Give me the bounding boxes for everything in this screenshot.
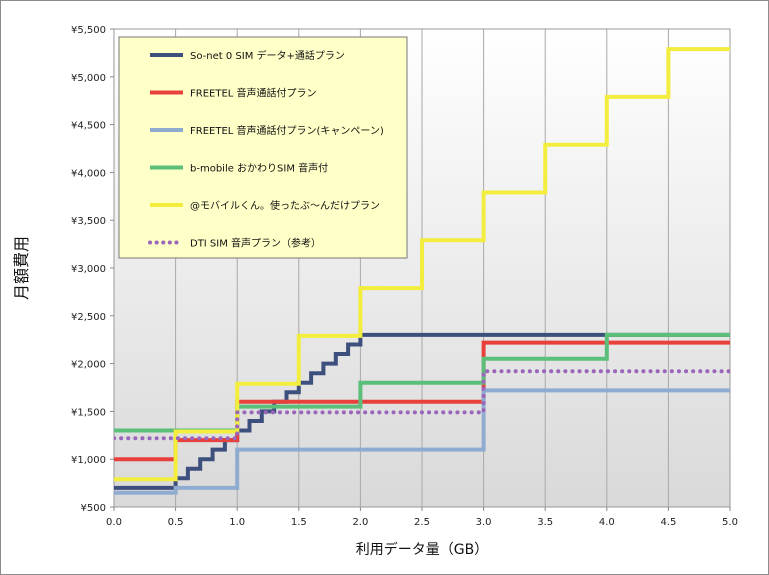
legend-label-3: FREETEL 音声通話付プラン(キャンペーン) [190, 124, 384, 137]
legend-label-6: DTI SIM 音声プラン（参考） [190, 237, 321, 250]
x-tick-label: 5.0 [722, 517, 738, 528]
y-tick-label: ¥2,500 [71, 312, 106, 323]
series-line-6 [114, 369, 730, 441]
x-tick-label: 0.0 [106, 517, 122, 528]
y-tick-label: ¥4,000 [71, 168, 106, 179]
x-tick-label: 4.5 [660, 517, 676, 528]
y-axis-ticks: ¥500 ¥1,000 ¥1,500 ¥2,000 ¥2,500 ¥3,000 ¥3,500… [71, 25, 114, 514]
x-axis-title: 利用データ量（GB） [356, 541, 488, 558]
y-tick-label: ¥5,000 [71, 73, 106, 84]
legend-label-5: @モバイルくん。使ったぶ～んだけプラン [190, 199, 380, 212]
x-axis-ticks: 0.0 0.5 1.0 1.5 2.0 2.5 3.0 3.5 4.0 4.5 5.0 [106, 507, 738, 528]
x-tick-label: 3.5 [537, 517, 553, 528]
y-tick-label: ¥3,500 [71, 216, 106, 227]
legend: So-net 0 SIM データ+通話プラン FREETEL 音声通話付プラン FR… [118, 36, 408, 259]
x-tick-label: 1.0 [229, 517, 245, 528]
x-tick-label: 0.5 [168, 517, 184, 528]
legend-box [118, 36, 408, 259]
y-tick-label: ¥3,000 [71, 264, 106, 275]
legend-label-2: FREETEL 音声通話付プラン [190, 87, 317, 100]
legend-label-1: So-net 0 SIM データ+通話プラン [190, 49, 345, 62]
series-line-3 [114, 388, 730, 495]
y-tick-label: ¥500 [81, 503, 106, 514]
y-tick-label: ¥1,500 [71, 407, 106, 418]
x-tick-label: 3.0 [476, 517, 492, 528]
legend-label-4: b-mobile おかわりSIM 音声付 [190, 162, 328, 175]
y-tick-label: ¥2,000 [71, 360, 106, 371]
x-tick-label: 2.0 [352, 517, 368, 528]
x-tick-label: 2.5 [414, 517, 430, 528]
y-tick-label: ¥5,500 [71, 25, 106, 36]
legend-items: So-net 0 SIM データ+通話プラン FREETEL 音声通話付プラン FR… [148, 49, 384, 250]
series-line-1 [114, 332, 730, 490]
series-line-5 [114, 47, 730, 482]
y-tick-label: ¥1,000 [71, 455, 106, 466]
y-axis-title: 月額費用 [12, 236, 31, 300]
y-tick-label: ¥4,500 [71, 121, 106, 132]
x-tick-label: 1.5 [291, 517, 307, 528]
x-tick-label: 4.0 [599, 517, 615, 528]
series-lines [114, 47, 730, 495]
